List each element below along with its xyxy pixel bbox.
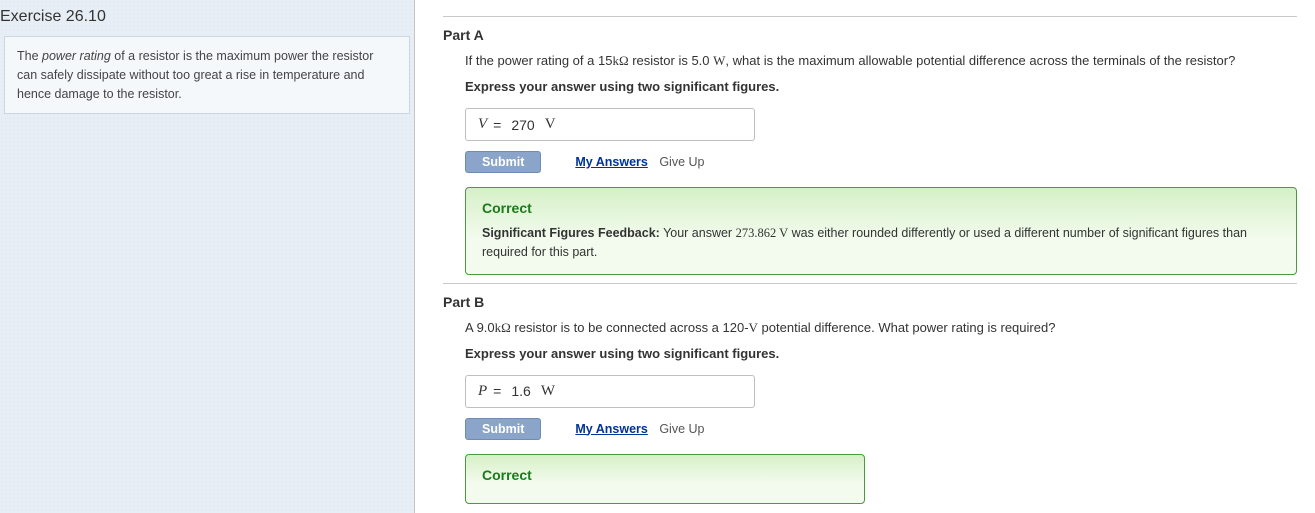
feedback-title: Correct	[482, 200, 1280, 216]
divider	[443, 283, 1297, 284]
right-panel: Part A If the power rating of a 15kΩ res…	[415, 0, 1315, 513]
left-panel: Exercise 26.10 The power rating of a res…	[0, 0, 415, 513]
equals-sign: =	[493, 117, 501, 133]
part-b-question: A 9.0kΩ resistor is to be connected acro…	[465, 320, 1297, 336]
part-a-feedback: Correct Significant Figures Feedback: Yo…	[465, 187, 1297, 275]
part-b-value: 1.6	[511, 383, 530, 399]
exercise-info: The power rating of a resistor is the ma…	[4, 36, 410, 114]
part-b-var: P	[478, 383, 487, 400]
my-answers-link[interactable]: My Answers	[575, 155, 647, 169]
feedback-title: Correct	[482, 467, 848, 483]
part-a-instruct: Express your answer using two significan…	[465, 79, 1297, 94]
part-a-unit: V	[545, 116, 556, 133]
exercise-title: Exercise 26.10	[0, 0, 414, 36]
submit-button[interactable]: Submit	[465, 418, 541, 440]
part-b-answer-box[interactable]: P = 1.6 W	[465, 375, 755, 408]
divider	[443, 16, 1297, 17]
part-a-answer-box[interactable]: V = 270 V	[465, 108, 755, 141]
part-a-question: If the power rating of a 15kΩ resistor i…	[465, 53, 1297, 69]
part-b-instruct: Express your answer using two significan…	[465, 346, 1297, 361]
part-b-title: Part B	[443, 294, 1297, 310]
part-a-title: Part A	[443, 27, 1297, 43]
part-b-unit: W	[541, 383, 555, 400]
equals-sign: =	[493, 383, 501, 399]
submit-button[interactable]: Submit	[465, 151, 541, 173]
give-up-link[interactable]: Give Up	[659, 155, 704, 169]
my-answers-link[interactable]: My Answers	[575, 422, 647, 436]
part-b-feedback: Correct	[465, 454, 865, 504]
part-a-var: V	[478, 116, 487, 133]
give-up-link[interactable]: Give Up	[659, 422, 704, 436]
part-a-value: 270	[511, 117, 534, 133]
feedback-body: Significant Figures Feedback: Your answe…	[482, 224, 1280, 262]
